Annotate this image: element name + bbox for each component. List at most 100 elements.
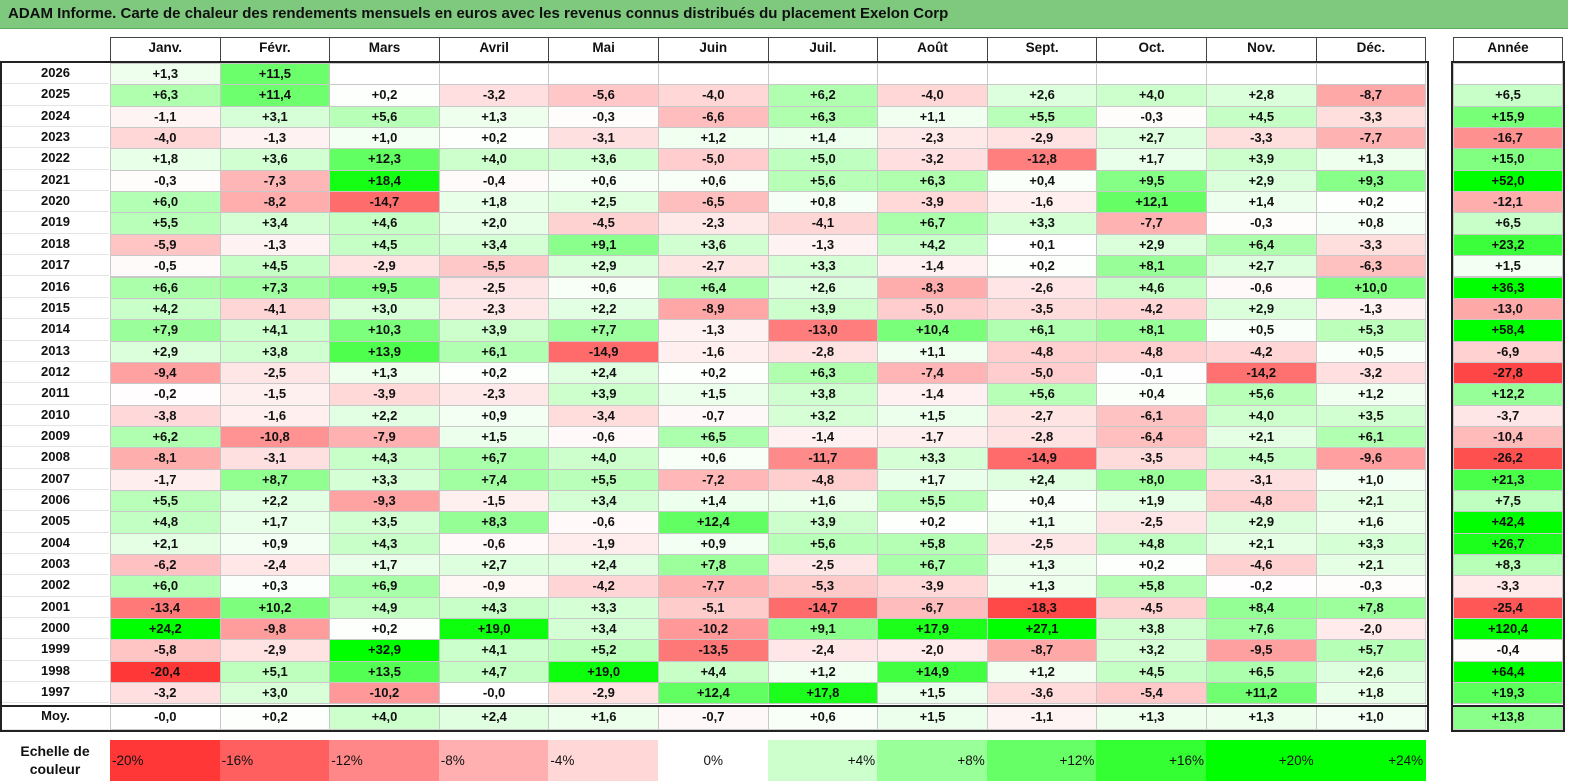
heatmap-cell: -7,4 — [877, 361, 988, 385]
row-year-label: 2020 — [2, 191, 109, 213]
heatmap-cell: +2,1 — [1206, 425, 1317, 449]
heatmap-cell: +4,0 — [1096, 84, 1207, 107]
heatmap-cell: +0,2 — [877, 511, 988, 534]
heatmap-cell: -5,5 — [438, 255, 550, 278]
heatmap-cell: +3,4 — [219, 212, 331, 235]
heatmap-cell: +1,1 — [877, 340, 988, 363]
heatmap-cell: -8,7 — [986, 639, 1098, 662]
heatmap-cell: +4,5 — [1096, 660, 1207, 684]
heatmap-cell: +4,2 — [877, 233, 988, 257]
heatmap-cell: -1,5 — [219, 383, 331, 406]
heatmap-cell: +2,0 — [438, 212, 550, 235]
heatmap-cell: +8,7 — [219, 468, 331, 491]
annual-cell: -13,0 — [1453, 297, 1563, 321]
heatmap-cell: +3,0 — [329, 297, 440, 321]
month-header: Juin — [658, 37, 769, 63]
heatmap-cell: +6,0 — [110, 575, 221, 598]
heatmap-cell: +3,2 — [767, 404, 879, 427]
heatmap-cell: +2,1 — [1315, 490, 1427, 513]
heatmap-cell: +7,9 — [110, 319, 221, 342]
row-year-label: 2019 — [2, 212, 109, 234]
heatmap-cell: +17,9 — [877, 618, 988, 641]
heatmap-cell: +1,5 — [658, 383, 769, 406]
month-header: Déc. — [1315, 37, 1427, 63]
heatmap-cell: -20,4 — [110, 660, 221, 684]
annual-cell: -10,4 — [1453, 425, 1563, 449]
heatmap-cell: -11,7 — [767, 447, 879, 470]
heatmap-cell: -14,2 — [1206, 361, 1317, 385]
heatmap-cell: +5,5 — [110, 490, 221, 513]
annual-cell: +52,0 — [1453, 169, 1563, 193]
heatmap-cell: +6,3 — [767, 361, 879, 385]
heatmap-cell — [438, 63, 550, 86]
heatmap-cell: +3,1 — [219, 105, 331, 129]
heatmap-cell: -5,0 — [877, 297, 988, 321]
heatmap-cell: +6,7 — [877, 554, 988, 577]
heatmap-cell: +6,0 — [110, 191, 221, 214]
heatmap-cell: +5,6 — [329, 105, 440, 129]
heatmap-cell: -3,2 — [438, 84, 550, 107]
heatmap-cell: +4,5 — [1206, 105, 1317, 129]
heatmap-cell: -3,6 — [986, 682, 1098, 705]
annual-cell: +36,3 — [1453, 276, 1563, 299]
row-year-label: 2022 — [2, 148, 109, 170]
heatmap-cell: +6,7 — [438, 447, 550, 470]
heatmap-cell: +0,6 — [658, 447, 769, 470]
average-cell: +0,2 — [219, 705, 331, 730]
row-year-label: 2012 — [2, 362, 109, 384]
heatmap-cell: +1,8 — [438, 191, 550, 214]
heatmap-cell: -2,5 — [767, 554, 879, 577]
heatmap-cell — [1096, 63, 1207, 86]
heatmap-cell: -10,8 — [219, 425, 331, 449]
heatmap-cell: +0,9 — [438, 404, 550, 427]
heatmap-cell: +7,7 — [548, 319, 659, 342]
heatmap-cell: +0,4 — [986, 169, 1098, 193]
heatmap-cell: +8,1 — [1096, 255, 1207, 278]
heatmap-cell: +6,4 — [1206, 233, 1317, 257]
row-year-label: 2010 — [2, 405, 109, 426]
heatmap-cell: +7,6 — [1206, 618, 1317, 641]
heatmap-cell: -0,3 — [548, 105, 659, 129]
heatmap-cell: +2,2 — [219, 490, 331, 513]
heatmap-cell: +2,6 — [1315, 660, 1427, 684]
heatmap-cell: +4,0 — [438, 148, 550, 171]
heatmap-cell: -1,9 — [548, 532, 659, 556]
legend-step: +24% — [1315, 740, 1427, 781]
row-year-label: 2004 — [2, 533, 109, 555]
heatmap-cell: +1,1 — [877, 105, 988, 129]
heatmap-cell: -5,0 — [986, 361, 1098, 385]
heatmap-cell: +0,2 — [1315, 191, 1427, 214]
average-cell: +1,0 — [1315, 705, 1427, 730]
heatmap-cell: +1,4 — [1206, 191, 1317, 214]
heatmap-cell: +7,8 — [1315, 596, 1427, 620]
heatmap-cell: +0,2 — [329, 84, 440, 107]
average-cell: +1,5 — [877, 705, 988, 730]
average-annual-cell: +13,8 — [1453, 705, 1563, 730]
heatmap-cell: +0,9 — [658, 532, 769, 556]
heatmap-cell: +3,5 — [329, 511, 440, 534]
heatmap-cell: -3,9 — [329, 383, 440, 406]
heatmap-cell: +2,4 — [548, 361, 659, 385]
heatmap-cell: +0,2 — [438, 361, 550, 385]
heatmap-cell: +10,2 — [219, 596, 331, 620]
heatmap-cell: +4,9 — [329, 596, 440, 620]
heatmap-cell: +4,8 — [1096, 532, 1207, 556]
legend-step: -16% — [219, 740, 331, 781]
heatmap-cell: -2,9 — [548, 682, 659, 705]
heatmap-cell: +3,4 — [548, 618, 659, 641]
heatmap-cell: +19,0 — [438, 618, 550, 641]
heatmap-cell: -0,1 — [1096, 361, 1207, 385]
legend-step: -12% — [329, 740, 440, 781]
heatmap-cell: -4,5 — [548, 212, 659, 235]
heatmap-cell: -2,5 — [986, 532, 1098, 556]
heatmap-cell: +4,0 — [1206, 404, 1317, 427]
heatmap-cell: -12,8 — [986, 148, 1098, 171]
row-year-label: 2021 — [2, 170, 109, 192]
heatmap-cell: +5,2 — [548, 639, 659, 662]
heatmap-cell: -3,1 — [548, 127, 659, 150]
heatmap-cell: +4,0 — [548, 447, 659, 470]
heatmap-cell: +3,8 — [1096, 618, 1207, 641]
average-cell: +4,0 — [329, 705, 440, 730]
title-bar: ADAM Informe. Carte de chaleur des rende… — [0, 0, 1568, 29]
heatmap-cell: -4,8 — [767, 468, 879, 491]
